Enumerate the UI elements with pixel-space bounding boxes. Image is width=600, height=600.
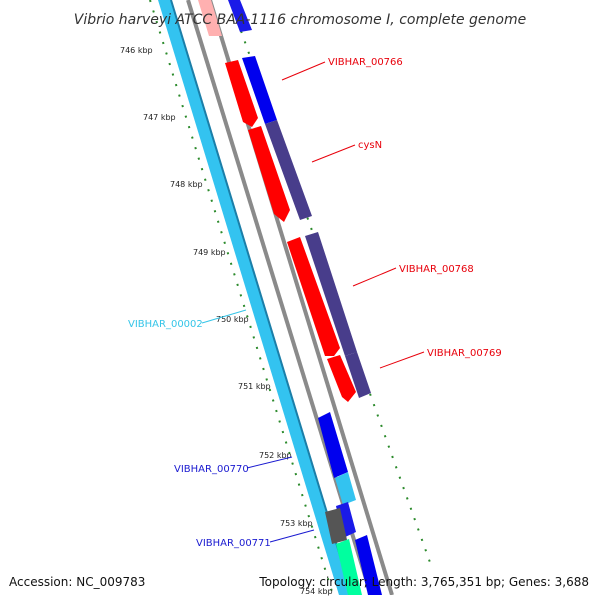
gene-purple-2[interactable]: [305, 232, 357, 356]
gene-label-vibhar-00768[interactable]: VIBHAR_00768: [399, 264, 474, 275]
gene-vibhar-00768[interactable]: [287, 237, 340, 356]
gene-label-cysn[interactable]: cysN: [358, 140, 382, 151]
kbp-labels: 746 kbp 747 kbp 748 kbp 749 kbp 750 kbp …: [120, 46, 333, 596]
gene-purple-1[interactable]: [265, 120, 312, 220]
gene-blue-lower[interactable]: [336, 502, 356, 538]
kbp-label: 753 kbp: [280, 519, 313, 528]
gene-vibhar-00002[interactable]: [158, 0, 352, 595]
gene-cysn[interactable]: [248, 126, 290, 222]
gene-edge: [170, 0, 353, 595]
gene-purple-3[interactable]: [345, 352, 371, 398]
accession-text: Accession: NC_009783: [9, 575, 145, 589]
gene-red-top[interactable]: [198, 0, 222, 36]
inner-tick-ring: [149, 0, 334, 595]
kbp-label: 754 kbp: [300, 587, 333, 596]
topology-text: Topology: circular; Length: 3,765,351 bp…: [258, 575, 589, 589]
gene-teal[interactable]: [336, 539, 362, 595]
gene-label-vibhar-00002[interactable]: VIBHAR_00002: [128, 319, 203, 330]
gene-label-vibhar-00766[interactable]: VIBHAR_00766: [328, 57, 403, 68]
kbp-label: 751 kbp: [238, 382, 271, 391]
kbp-label: 752 kbp: [259, 451, 292, 460]
gene-blue-top[interactable]: [228, 0, 252, 32]
gene-label-vibhar-00771[interactable]: VIBHAR_00771: [196, 538, 271, 549]
gene-label-vibhar-00770[interactable]: VIBHAR_00770: [174, 464, 249, 475]
gene-lightblue-2[interactable]: [335, 472, 356, 505]
kbp-label: 750 kbp: [216, 315, 249, 324]
gene-blue-outer[interactable]: [242, 56, 277, 124]
kbp-label: 748 kbp: [170, 180, 203, 189]
kbp-label: 746 kbp: [120, 46, 153, 55]
gene-vibhar-00769[interactable]: [327, 355, 356, 402]
leader-lines: [201, 61, 425, 543]
gene-label-vibhar-00769[interactable]: VIBHAR_00769: [427, 348, 502, 359]
gene-vibhar-00770[interactable]: [318, 412, 348, 478]
gene-blue-bottom[interactable]: [355, 535, 382, 595]
map-title: Vibrio harveyi ATCC BAA-1116 chromosome …: [74, 12, 526, 28]
gene-vibhar-00771[interactable]: [325, 508, 347, 544]
kbp-label: 747 kbp: [143, 113, 176, 122]
gene-vibhar-00766[interactable]: [225, 60, 258, 127]
kbp-label: 749 kbp: [193, 248, 226, 257]
